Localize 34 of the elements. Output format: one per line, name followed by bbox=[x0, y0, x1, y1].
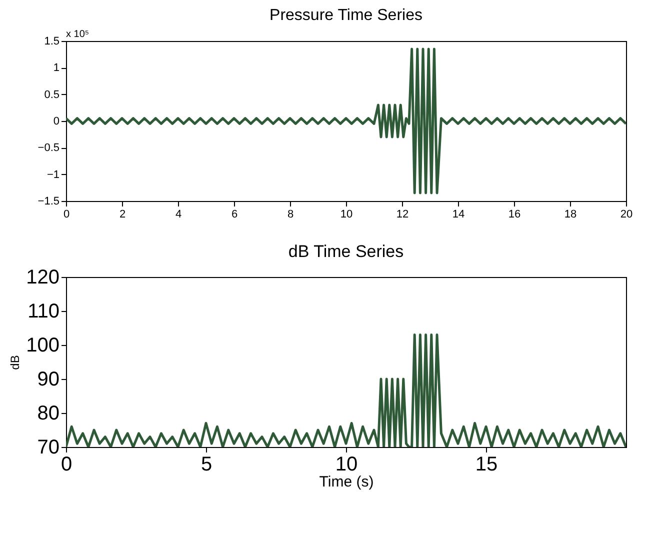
y-tick-label: −0.5 bbox=[38, 142, 60, 154]
x-tick-label: 2 bbox=[119, 208, 126, 220]
line-series bbox=[66, 334, 626, 447]
text: x 10⁵ bbox=[66, 29, 90, 40]
y-tick-label: 70 bbox=[37, 436, 60, 458]
y-tick-label: 80 bbox=[37, 402, 60, 424]
y-tick-label: 110 bbox=[28, 300, 60, 322]
x-tick-label: 6 bbox=[231, 208, 238, 220]
x-tick-label: 8 bbox=[287, 208, 294, 220]
chart-title: dB Time Series bbox=[288, 242, 404, 261]
y-tick-label: 100 bbox=[26, 334, 60, 356]
x-tick-label: 4 bbox=[175, 208, 182, 220]
x-tick-label: 18 bbox=[564, 208, 577, 220]
chart-title: Pressure Time Series bbox=[270, 7, 422, 24]
x-tick-label: 14 bbox=[452, 208, 465, 220]
y-tick-label: −1.5 bbox=[38, 196, 60, 208]
y-tick-label: 120 bbox=[26, 266, 60, 288]
y-tick-label: 90 bbox=[37, 368, 60, 390]
line-series bbox=[66, 48, 626, 194]
x-tick-label: 12 bbox=[396, 208, 409, 220]
y-tick-label: 0.5 bbox=[44, 88, 60, 101]
y-tick-label: 0 bbox=[53, 116, 60, 128]
x-tick-label: 15 bbox=[475, 454, 498, 476]
x-tick-label: 16 bbox=[508, 208, 521, 220]
x-tick-label: 20 bbox=[620, 208, 633, 220]
x-tick-label: 10 bbox=[335, 454, 358, 476]
x-tick-label: 5 bbox=[200, 454, 212, 476]
y-axis-title: dB bbox=[8, 355, 22, 370]
y-tick-label: 1 bbox=[53, 62, 60, 74]
x-tick-label: 10 bbox=[340, 208, 353, 220]
y-tick-label: 1.5 bbox=[44, 36, 60, 48]
x-axis-title: Time (s) bbox=[319, 474, 374, 490]
y-tick-label: −1 bbox=[46, 168, 60, 181]
x-tick-label: 0 bbox=[63, 208, 70, 220]
